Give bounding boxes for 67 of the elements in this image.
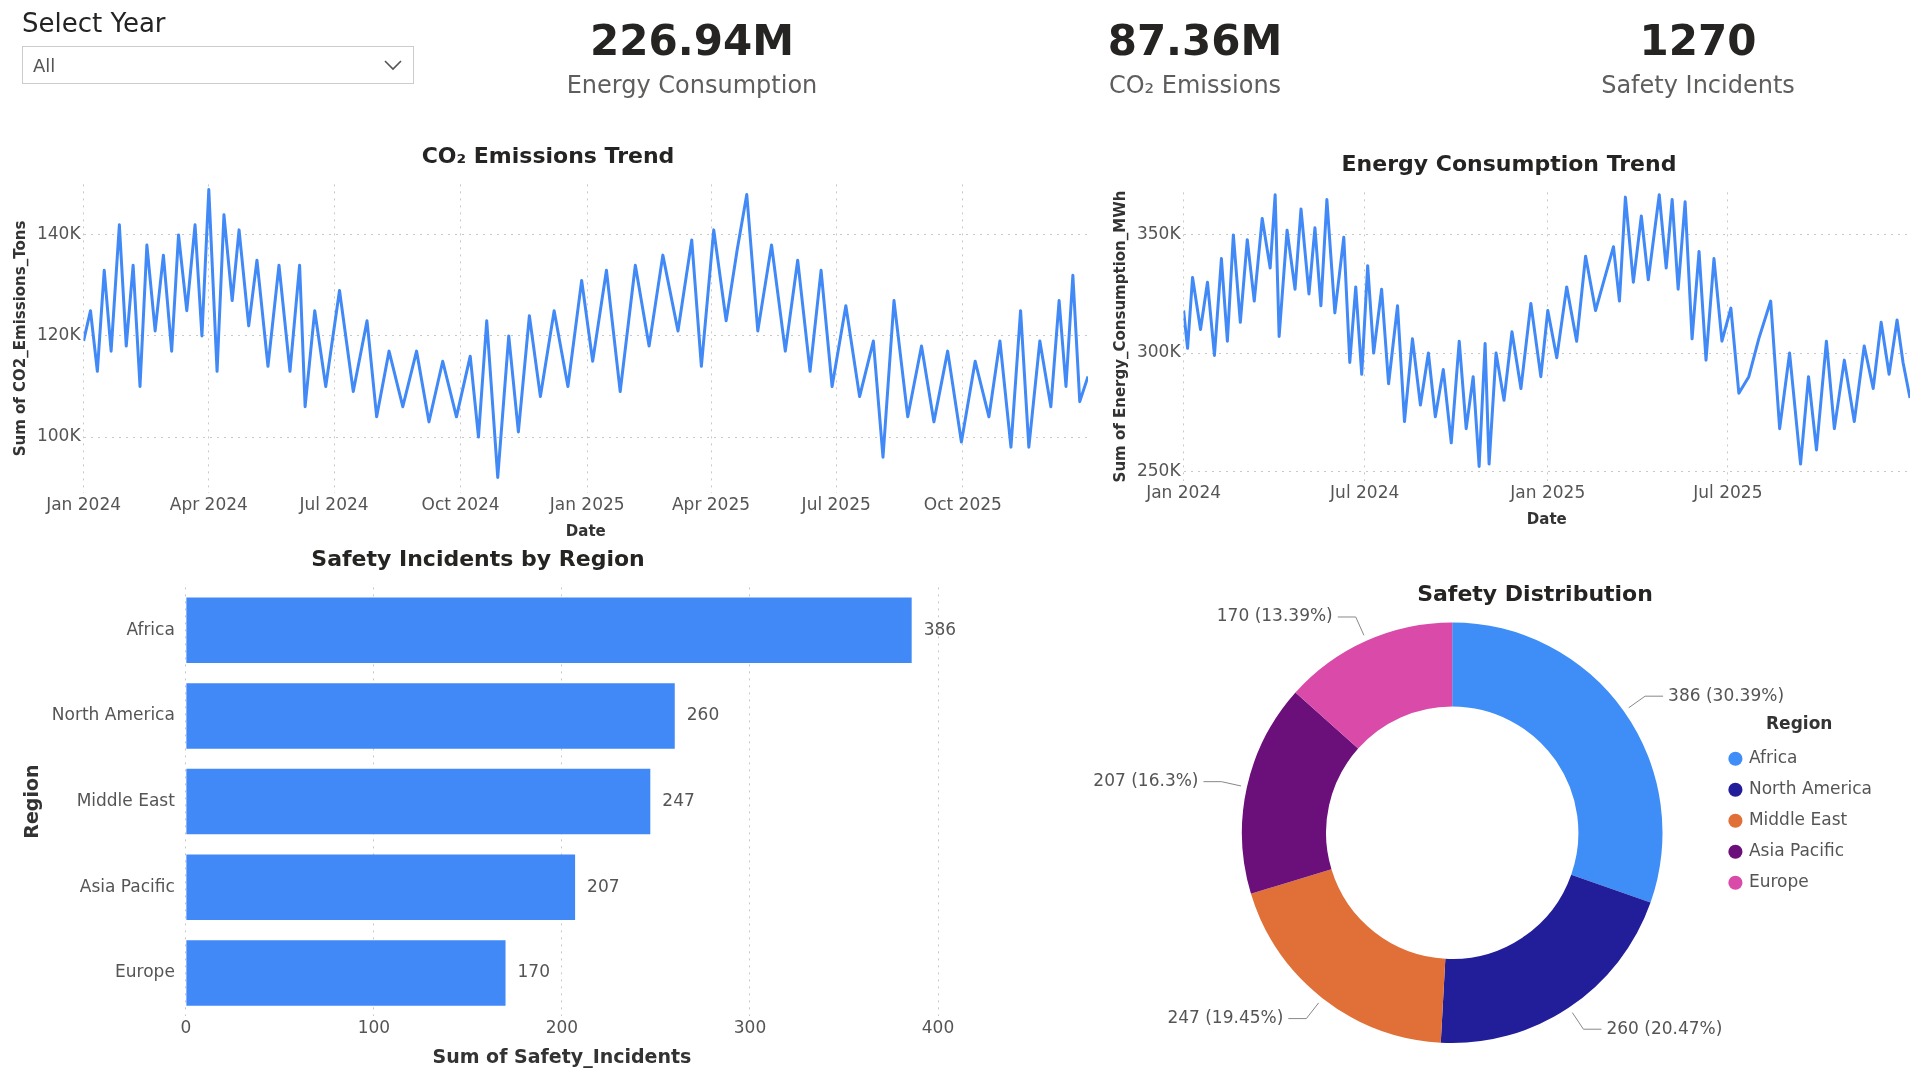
bar <box>186 683 675 749</box>
data-label: 247 (19.45%) <box>1167 1007 1284 1028</box>
legend-label: North America <box>1748 778 1872 799</box>
y-axis-title: Region <box>20 764 43 839</box>
x-axis-title: Date <box>565 521 606 540</box>
y-tick-label: Europe <box>115 961 175 982</box>
x-axis-title: Sum of Safety_Incidents <box>432 1044 692 1068</box>
category-label: Safety Incidents <box>1600 71 1796 99</box>
legend-label: Middle East <box>1748 809 1848 830</box>
y-tick-label: 100K <box>36 425 82 446</box>
x-tick-label: Jan 2024 <box>45 494 122 515</box>
x-tick-label: Jan 2025 <box>1509 482 1586 503</box>
category-label: CO₂ Emissions <box>1107 71 1283 99</box>
legend-title: Region <box>1766 712 1833 733</box>
y-tick-label: 250K <box>1136 459 1182 480</box>
x-tick-label: 400 <box>921 1017 955 1038</box>
y-axis-title: Sum of CO2_Emissions_Tons <box>10 220 29 457</box>
x-tick-label: Jul 2025 <box>800 494 871 515</box>
chart-title: Safety Incidents by Region <box>311 545 645 571</box>
data-label: 207 <box>587 875 620 896</box>
x-tick-label: Oct 2025 <box>923 494 1002 515</box>
y-tick-label: North America <box>51 704 175 725</box>
y-tick-label: Asia Pacific <box>79 875 175 896</box>
x-axis-title: Date <box>1526 509 1567 528</box>
y-tick-label: Middle East <box>76 790 176 811</box>
chart-title: CO₂ Emissions Trend <box>421 142 675 168</box>
data-label: 170 <box>517 961 550 982</box>
x-tick-label: Jul 2024 <box>1329 482 1400 503</box>
text: 1270 <box>1639 16 1757 65</box>
data-label: 260 (20.47%) <box>1606 1017 1723 1038</box>
x-tick-label: Jul 2024 <box>298 494 369 515</box>
y-tick-label: 300K <box>1136 341 1182 362</box>
data-label: 247 <box>662 790 695 811</box>
x-tick-label: Jan 2025 <box>548 494 625 515</box>
text: 87.36M <box>1107 16 1283 65</box>
text: All <box>33 54 56 76</box>
x-tick-label: Oct 2024 <box>421 494 500 515</box>
x-tick-label: 0 <box>180 1017 192 1038</box>
x-tick-label: Jul 2025 <box>1692 482 1763 503</box>
legend-label: Asia Pacific <box>1748 840 1844 861</box>
bar <box>186 597 912 664</box>
x-tick-label: Jan 2024 <box>1145 482 1222 503</box>
y-tick-label: 350K <box>1136 223 1182 244</box>
y-tick-label: Africa <box>126 618 175 639</box>
chart-title: Energy Consumption Trend <box>1341 150 1677 176</box>
bar <box>186 768 651 835</box>
y-axis-title: Sum of Energy_Consumption_MWh <box>1110 190 1129 483</box>
text: 226.94M <box>590 16 794 65</box>
chart-title: Safety Distribution <box>1417 580 1653 606</box>
bar <box>186 940 506 1006</box>
y-tick-label: 140K <box>36 223 82 244</box>
data-label: 207 (16.3%) <box>1093 770 1199 791</box>
data-label: 386 <box>923 618 957 639</box>
x-tick-label: Apr 2025 <box>671 494 751 515</box>
category-label: Energy Consumption <box>565 71 819 99</box>
x-tick-label: 300 <box>733 1017 767 1038</box>
text: Select Year <box>22 8 167 38</box>
x-tick-label: 200 <box>545 1017 579 1038</box>
x-tick-label: 100 <box>357 1017 391 1038</box>
bar <box>186 854 576 921</box>
legend-label: Europe <box>1748 871 1809 892</box>
x-tick-label: Apr 2024 <box>169 494 248 515</box>
data-label: 170 (13.39%) <box>1216 605 1333 626</box>
data-label: 260 <box>686 704 720 725</box>
legend-label: Africa <box>1748 747 1798 768</box>
data-label: 386 (30.39%) <box>1668 684 1785 705</box>
y-tick-label: 120K <box>36 324 82 345</box>
